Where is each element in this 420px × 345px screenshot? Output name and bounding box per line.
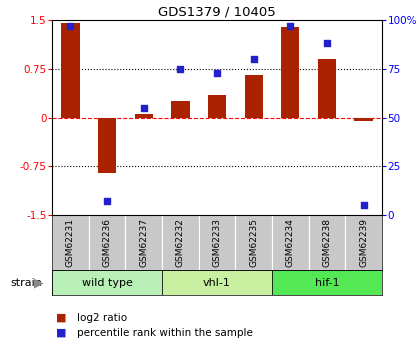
Text: hif-1: hif-1 [315,277,339,287]
Text: percentile rank within the sample: percentile rank within the sample [77,328,253,338]
Bar [98,118,116,173]
Text: GSM62235: GSM62235 [249,218,258,267]
Bar [272,215,309,270]
Text: GSM62238: GSM62238 [323,218,331,267]
Bar [272,270,382,295]
Bar [61,23,79,118]
Bar [354,118,373,121]
Point [287,23,294,29]
Bar [125,215,162,270]
Title: GDS1379 / 10405: GDS1379 / 10405 [158,6,276,19]
Bar [162,270,272,295]
Bar [52,270,162,295]
Point [214,70,220,76]
Point [104,199,110,204]
Point [67,23,74,29]
Text: GSM62236: GSM62236 [102,218,111,267]
Bar [89,215,125,270]
Text: GSM62237: GSM62237 [139,218,148,267]
Bar [309,215,345,270]
Bar [171,101,189,118]
Point [250,56,257,62]
Text: strain: strain [10,277,42,287]
Bar [244,75,263,118]
Point [177,66,184,71]
Text: GSM62231: GSM62231 [66,218,75,267]
Text: log2 ratio: log2 ratio [77,313,127,323]
Bar [345,215,382,270]
Bar [281,27,299,118]
Bar [199,215,235,270]
Text: GSM62233: GSM62233 [213,218,221,267]
Text: ■: ■ [56,313,67,323]
Text: GSM62239: GSM62239 [359,218,368,267]
Point [360,203,367,208]
Text: ▶: ▶ [34,276,44,289]
Bar [162,215,199,270]
Bar [318,59,336,118]
Text: vhl-1: vhl-1 [203,277,231,287]
Text: ■: ■ [56,328,67,338]
Text: GSM62234: GSM62234 [286,218,295,267]
Point [140,105,147,110]
Bar [52,215,89,270]
Text: wild type: wild type [81,277,132,287]
Bar [208,95,226,118]
Bar [235,215,272,270]
Text: GSM62232: GSM62232 [176,218,185,267]
Point [324,41,331,46]
Bar [134,114,153,118]
